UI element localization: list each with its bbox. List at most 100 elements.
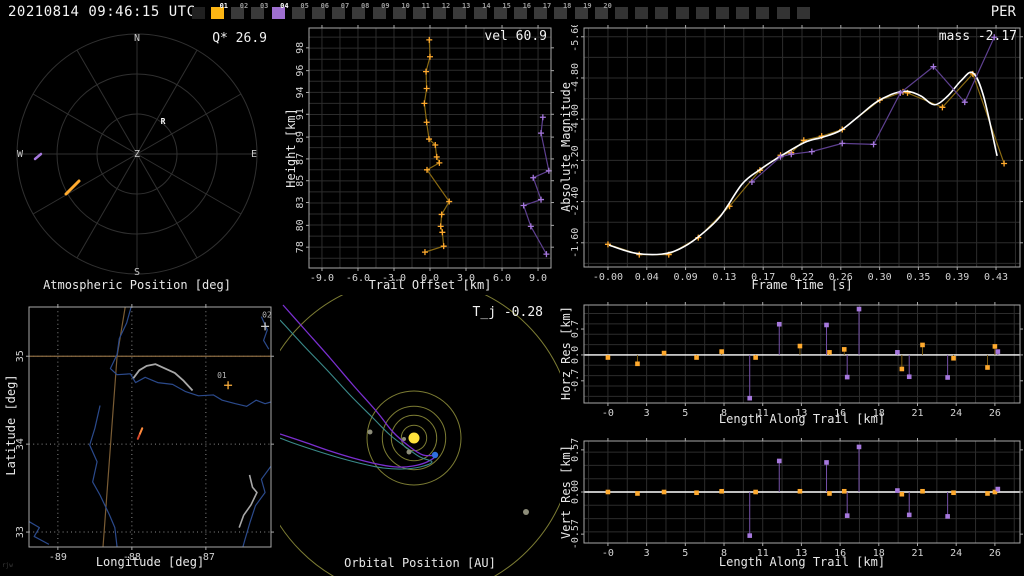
orbit-solution-01 [280, 319, 433, 470]
svg-text:21: 21 [911, 548, 923, 559]
svg-text:85: 85 [295, 175, 306, 187]
station-box-label: 01 [219, 2, 228, 10]
station-box-15[interactable]: 15 [493, 2, 511, 19]
station-box-07[interactable]: 07 [332, 2, 349, 19]
station-box-18[interactable]: 18 [554, 2, 571, 19]
svg-text:-4.80: -4.80 [570, 63, 581, 93]
trail-offset-panel: -9.0 -6.0 -3.0 0.0 3.0 6.0 9.0 78 80 83 85 87 89 91 94… [280, 25, 560, 295]
svg-text:0.57: 0.57 [570, 438, 581, 462]
station-box-label: 06 [320, 2, 329, 10]
planet-dot-mars [367, 429, 373, 435]
station-box-spare-6[interactable] [716, 7, 729, 19]
station-box-12[interactable]: 12 [433, 2, 450, 19]
svg-text:0.17: 0.17 [751, 272, 775, 283]
svg-text:89: 89 [295, 131, 306, 143]
station-box-20[interactable]: 20 [594, 2, 612, 19]
meteor-streak-station-01 [64, 179, 81, 196]
svg-text:13: 13 [795, 548, 807, 559]
svg-text:83: 83 [295, 197, 306, 209]
svg-text:-89: -89 [49, 552, 67, 563]
svg-text:0.30: 0.30 [868, 272, 892, 283]
svg-text:-88: -88 [123, 552, 141, 563]
station-box-empty[interactable] [192, 7, 205, 19]
station-box-05[interactable]: 05 [291, 2, 309, 19]
trail-grid [309, 28, 551, 268]
station-box-19[interactable]: 19 [574, 2, 592, 19]
svg-text:33: 33 [15, 526, 26, 538]
station-box-spare-2[interactable] [635, 7, 649, 19]
ground-map-plot: 01 02 -89 -88 -87 33 34 35 [15, 304, 274, 563]
svg-text:0.00: 0.00 [570, 480, 581, 504]
svg-text:-0: -0 [602, 548, 614, 559]
vert-series-station-04 [747, 444, 1001, 538]
station-box-spare-1[interactable] [615, 7, 628, 19]
station-box-spare-8[interactable] [756, 7, 770, 19]
vert-tick-labels: -0 3 5 8 11 13 16 18 21 24 26 0.57 0.00 -0.57 [570, 438, 1001, 559]
orbit-plot-title: Orbital Position [AU] [344, 556, 496, 570]
trail-tick-labels: -9.0 -6.0 -3.0 0.0 3.0 6.0 9.0 78 80 83 85 87 89 91 94… [295, 42, 547, 284]
map-y-axis-title: Latitude [deg] [4, 374, 18, 476]
station-box-02[interactable]: 02 [231, 2, 248, 19]
station-box-16[interactable]: 16 [514, 2, 531, 19]
svg-text:3: 3 [644, 408, 650, 419]
station-box-spare-10[interactable] [796, 7, 810, 19]
svg-text:18: 18 [873, 408, 885, 419]
svg-text:-4.00: -4.00 [570, 104, 581, 134]
station-box-spare-7[interactable] [736, 7, 750, 19]
station-box-13[interactable]: 13 [453, 2, 470, 19]
svg-text:0.09: 0.09 [674, 272, 698, 283]
vert-y-axis-title: Vert Res [km] [559, 445, 573, 539]
station-box-04[interactable]: 04 [271, 2, 289, 19]
velocity-annotation: vel 60.9 [484, 29, 547, 44]
magnitude-plot: -0.00 0.04 0.09 0.13 0.17 0.22 0.26 0.30 0.35 0.3… [570, 25, 1023, 283]
svg-text:Z: Z [134, 149, 140, 160]
map-river-1 [109, 307, 271, 407]
station-box-14[interactable]: 14 [473, 2, 491, 19]
svg-text:0.26: 0.26 [829, 272, 853, 283]
horizontal-residuals-plot: -0 3 5 8 11 13 16 18 21 24 26 0.7 0.0 -0.7 [570, 302, 1023, 419]
station-box-03[interactable]: 03 [251, 2, 268, 19]
svg-text:0.04: 0.04 [635, 272, 659, 283]
svg-text:3: 3 [644, 548, 650, 559]
map-lake-outline-2 [238, 474, 258, 528]
svg-text:-1.60: -1.60 [570, 228, 581, 258]
station-box-06[interactable]: 06 [312, 2, 329, 19]
station-box-label: 20 [603, 2, 612, 10]
vert-x-axis-title: Length Along Trail [km] [718, 555, 886, 569]
station-box-spare-9[interactable] [776, 7, 790, 19]
ground-map-panel: 01 02 -89 -88 -87 33 34 35 Longitude [deg] Lati… [0, 295, 280, 576]
svg-text:W: W [17, 149, 24, 160]
atmospheric-position-plot: N S E W Z R [16, 33, 258, 278]
svg-text:0.35: 0.35 [906, 272, 930, 283]
horz-series-station-01 [605, 342, 998, 372]
svg-text:-6.0: -6.0 [346, 273, 370, 284]
station-box-label: 14 [482, 2, 491, 10]
horz-series-station-04 [747, 306, 1001, 401]
svg-text:-0.7: -0.7 [570, 369, 581, 393]
station-box-spare-4[interactable] [675, 7, 689, 19]
station-box-01[interactable]: 01 [211, 2, 228, 19]
station-box-17[interactable]: 17 [534, 2, 551, 19]
station-box-09[interactable]: 09 [372, 2, 390, 19]
svg-text:8: 8 [721, 548, 727, 559]
svg-text:78: 78 [295, 241, 306, 253]
horz-tick-labels: -0 3 5 8 11 13 16 18 21 24 26 0.7 0.0 -0.7 [570, 320, 1001, 419]
horizontal-residuals-panel: -0 3 5 8 11 13 16 18 21 24 26 0.7 0.0 -0.7 Length Alo… [555, 295, 1024, 430]
station-box-08[interactable]: 08 [352, 2, 369, 19]
svg-text:3.0: 3.0 [457, 273, 475, 284]
svg-text:0.22: 0.22 [790, 272, 814, 283]
svg-text:18: 18 [873, 548, 885, 559]
svg-text:0.7: 0.7 [570, 320, 581, 338]
orbital-position-plot [280, 295, 560, 576]
station-box-spare-3[interactable] [655, 7, 669, 19]
trail-ticks [306, 25, 554, 271]
sun-dot [408, 432, 420, 444]
station-box-10[interactable]: 10 [392, 2, 410, 19]
station-box-spare-5[interactable] [695, 7, 709, 19]
station-box-11[interactable]: 11 [413, 2, 430, 19]
svg-text:16: 16 [834, 408, 846, 419]
svg-text:-2.40: -2.40 [570, 187, 581, 217]
svg-text:26: 26 [989, 548, 1001, 559]
planet-dot-venus [406, 449, 412, 455]
